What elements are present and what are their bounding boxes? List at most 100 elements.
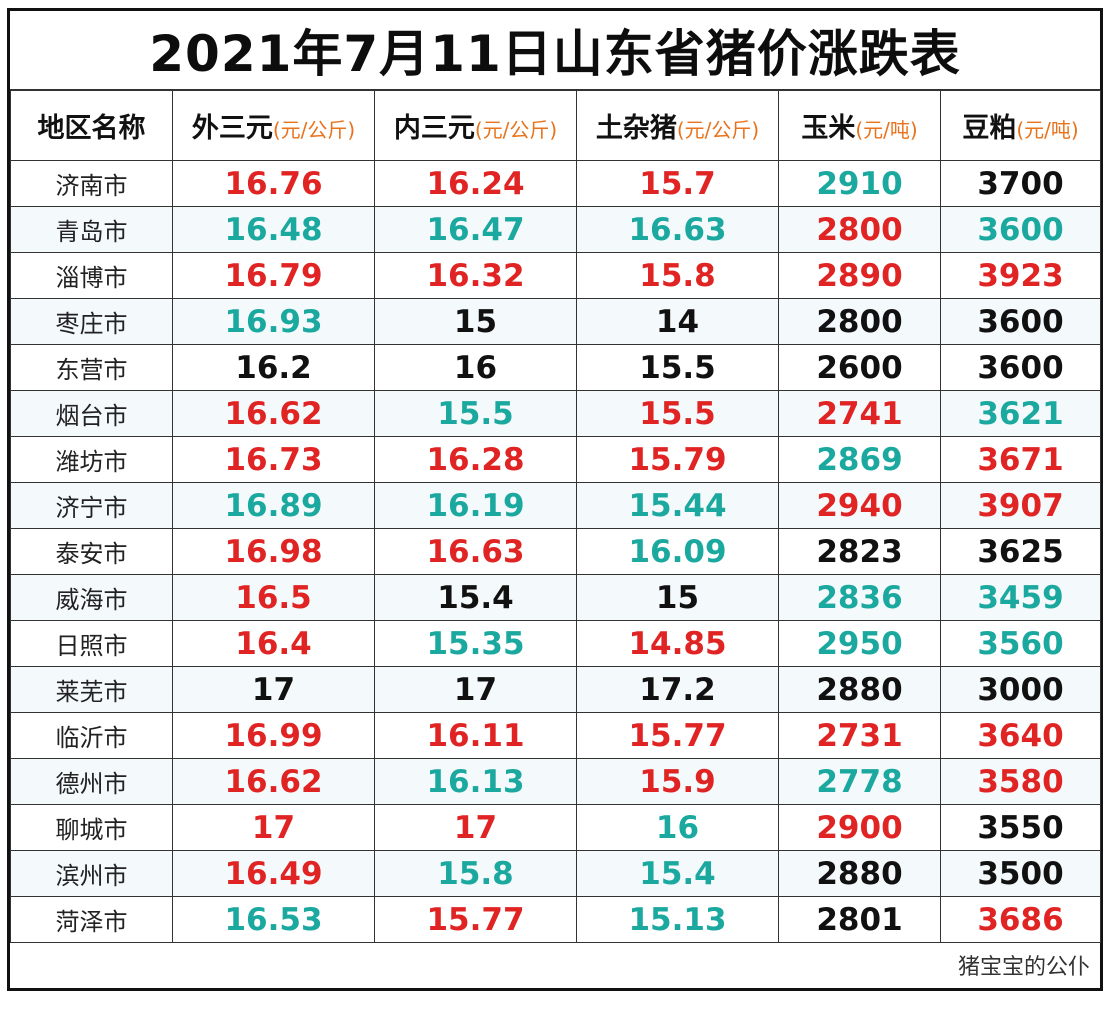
- table-body: 济南市 16.76 16.24 15.7 2910 3700 青岛市 16.48 16.47 16…: [10, 160, 1101, 943]
- region-name-cell: 威海市: [10, 574, 173, 621]
- price-cell: 15.35: [374, 620, 577, 667]
- region-name-cell: 烟台市: [10, 390, 173, 437]
- price-cell: 3500: [940, 850, 1101, 897]
- price-cell: 15.9: [576, 758, 779, 805]
- price-cell: 16.4: [172, 620, 375, 667]
- price-cell: 15.7: [576, 160, 779, 207]
- price-cell: 15.8: [576, 252, 779, 299]
- price-cell: 2800: [778, 298, 941, 345]
- price-cell: 16.11: [374, 712, 577, 759]
- region-name-cell: 泰安市: [10, 528, 173, 575]
- price-table: 地区名称 外三元(元/公斤) 内三元(元/公斤) 土杂猪(元/公斤) 玉米(元/吨) 豆粕…: [10, 90, 1101, 943]
- price-cell: 15.5: [576, 390, 779, 437]
- price-cell: 2869: [778, 436, 941, 483]
- table-row: 烟台市 16.62 15.5 15.5 2741 3621: [10, 390, 1101, 437]
- price-cell: 16.63: [576, 206, 779, 253]
- price-cell: 2890: [778, 252, 941, 299]
- price-cell: 2823: [778, 528, 941, 575]
- region-name-cell: 济宁市: [10, 482, 173, 529]
- price-sheet: 2021年7月11日山东省猪价涨跌表 地区名称 外三元(元/公斤) 内三元(元/公斤…: [7, 8, 1103, 991]
- table-row: 菏泽市 16.53 15.77 15.13 2801 3686: [10, 896, 1101, 943]
- price-cell: 3640: [940, 712, 1101, 759]
- region-name-cell: 淄博市: [10, 252, 173, 299]
- price-cell: 3459: [940, 574, 1101, 621]
- price-cell: 16.24: [374, 160, 577, 207]
- price-cell: 16.47: [374, 206, 577, 253]
- price-cell: 3000: [940, 666, 1101, 713]
- price-cell: 3600: [940, 298, 1101, 345]
- column-header-label: 土杂猪: [595, 113, 677, 144]
- table-row: 枣庄市 16.93 15 14 2800 3600: [10, 298, 1101, 345]
- table-row: 泰安市 16.98 16.63 16.09 2823 3625: [10, 528, 1101, 575]
- price-cell: 15.79: [576, 436, 779, 483]
- price-cell: 2800: [778, 206, 941, 253]
- price-cell: 2900: [778, 804, 941, 851]
- price-cell: 2778: [778, 758, 941, 805]
- column-header-unit: (元/公斤): [272, 118, 356, 142]
- table-row: 青岛市 16.48 16.47 16.63 2800 3600: [10, 206, 1101, 253]
- page-title: 2021年7月11日山东省猪价涨跌表: [10, 11, 1100, 90]
- price-cell: 3625: [940, 528, 1101, 575]
- price-cell: 16.48: [172, 206, 375, 253]
- price-cell: 16.93: [172, 298, 375, 345]
- price-cell: 16: [374, 344, 577, 391]
- region-name-cell: 聊城市: [10, 804, 173, 851]
- table-row: 临沂市 16.99 16.11 15.77 2731 3640: [10, 712, 1101, 759]
- region-name-cell: 枣庄市: [10, 298, 173, 345]
- column-header-label: 地区名称: [37, 113, 146, 144]
- price-cell: 3560: [940, 620, 1101, 667]
- table-row: 济南市 16.76 16.24 15.7 2910 3700: [10, 160, 1101, 207]
- column-header-unit: (元/吨): [855, 118, 918, 142]
- price-cell: 2950: [778, 620, 941, 667]
- region-name-cell: 青岛市: [10, 206, 173, 253]
- column-header-unit: (元/吨): [1016, 118, 1079, 142]
- table-row: 威海市 16.5 15.4 15 2836 3459: [10, 574, 1101, 621]
- price-cell: 3580: [940, 758, 1101, 805]
- price-cell: 14.85: [576, 620, 779, 667]
- column-header: 玉米(元/吨): [778, 90, 941, 161]
- price-cell: 16.32: [374, 252, 577, 299]
- price-cell: 2880: [778, 666, 941, 713]
- table-row: 潍坊市 16.73 16.28 15.79 2869 3671: [10, 436, 1101, 483]
- column-header-label: 内三元: [393, 113, 475, 144]
- price-cell: 15.13: [576, 896, 779, 943]
- price-cell: 15.77: [374, 896, 577, 943]
- price-cell: 3621: [940, 390, 1101, 437]
- price-cell: 16.5: [172, 574, 375, 621]
- watermark-footer: 猪宝宝的公仆: [957, 955, 1090, 980]
- price-cell: 2836: [778, 574, 941, 621]
- price-cell: 2600: [778, 344, 941, 391]
- table-row: 济宁市 16.89 16.19 15.44 2940 3907: [10, 482, 1101, 529]
- table-row: 德州市 16.62 16.13 15.9 2778 3580: [10, 758, 1101, 805]
- price-cell: 16.98: [172, 528, 375, 575]
- price-cell: 3700: [940, 160, 1101, 207]
- price-cell: 16.13: [374, 758, 577, 805]
- table-row: 莱芜市 17 17 17.2 2880 3000: [10, 666, 1101, 713]
- price-cell: 2910: [778, 160, 941, 207]
- table-row: 东营市 16.2 16 15.5 2600 3600: [10, 344, 1101, 391]
- price-cell: 16.63: [374, 528, 577, 575]
- price-cell: 2940: [778, 482, 941, 529]
- region-name-cell: 临沂市: [10, 712, 173, 759]
- price-cell: 2801: [778, 896, 941, 943]
- price-cell: 16.62: [172, 390, 375, 437]
- column-header: 外三元(元/公斤): [172, 90, 375, 161]
- price-cell: 3600: [940, 206, 1101, 253]
- price-cell: 17: [374, 666, 577, 713]
- price-cell: 2741: [778, 390, 941, 437]
- table-row: 日照市 16.4 15.35 14.85 2950 3560: [10, 620, 1101, 667]
- column-header-unit: (元/公斤): [474, 118, 558, 142]
- region-name-cell: 菏泽市: [10, 896, 173, 943]
- region-name-cell: 莱芜市: [10, 666, 173, 713]
- price-cell: 3907: [940, 482, 1101, 529]
- price-cell: 15.44: [576, 482, 779, 529]
- region-name-cell: 潍坊市: [10, 436, 173, 483]
- price-cell: 16.49: [172, 850, 375, 897]
- price-cell: 15.77: [576, 712, 779, 759]
- column-header: 内三元(元/公斤): [374, 90, 577, 161]
- price-cell: 3671: [940, 436, 1101, 483]
- region-name-cell: 东营市: [10, 344, 173, 391]
- price-cell: 3550: [940, 804, 1101, 851]
- price-cell: 15.5: [374, 390, 577, 437]
- table-row: 淄博市 16.79 16.32 15.8 2890 3923: [10, 252, 1101, 299]
